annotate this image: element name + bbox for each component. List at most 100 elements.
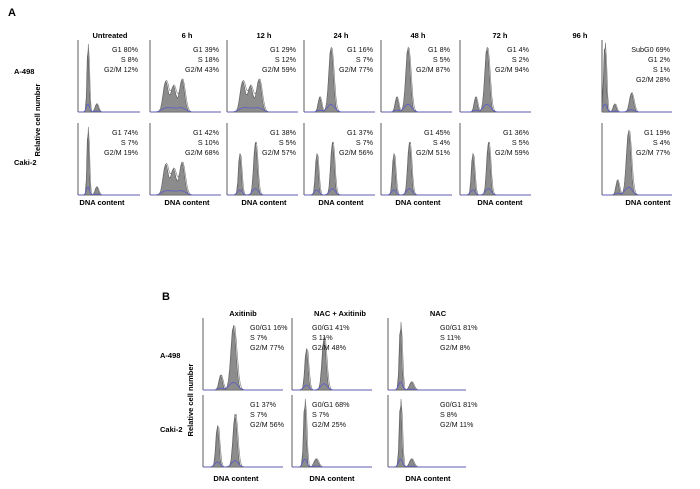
cell-stat: S 5% [512,138,530,147]
panel-b-cell-r0-c0: G0/G1 16%S 7%G2/M 77% [202,318,288,391]
panel-a-cell-r0-c6: SubG0 69%G1 2%S 1%G2/M 28% [601,40,672,113]
cell-stat: G0/G1 81% [440,323,478,332]
histogram-fit-curve [227,107,298,113]
cell-stat: G2/M 8% [440,343,471,352]
histogram-fit-curve [78,186,140,196]
cell-stat: S 5% [433,55,451,64]
cell-stat: G2/M 43% [185,65,220,74]
cell-stat: G2/M 28% [636,75,671,84]
x-axis-label-nac: DNA content [405,474,451,483]
panel-a-cell-r1-c3: G1 37%S 7%G2/M 56% [303,123,375,196]
panel-a-y-axis-label: Relative cell number [33,83,42,156]
cell-stat: S 7% [121,138,139,147]
histogram-fit-curve [292,383,372,391]
histogram-fit-curve [388,458,466,468]
x-axis-label-nac-axitinib: DNA content [309,474,355,483]
cell-stat: G2/M 77% [339,65,374,74]
histogram-fit-curve [304,188,375,196]
panel-a-cell-r1-c0: G1 74%S 7%G2/M 19% [77,123,140,196]
cell-stat: S 7% [356,55,374,64]
histogram-fit-curve [150,190,221,196]
cell-stat: G2/M 48% [312,343,347,352]
cell-stat: G2/M 77% [250,343,285,352]
cell-stat: G1 74% [112,128,139,137]
cell-stat: S 11% [312,333,333,342]
histogram-fit-curve [602,186,672,196]
cell-stat: S 7% [250,333,268,342]
column-header-96h: 96 h [572,31,587,40]
histogram-fit-curve [460,103,531,113]
panel-a-cell-r0-c2: G1 29%S 12%G2/M 59% [226,40,298,113]
panel-a-row-label-caki2: Caki-2 [14,158,37,167]
panel-a-cell-r1-c1: G1 42%S 10%G2/M 68% [149,123,221,196]
panel-a-cell-r0-c3: G1 16%S 7%G2/M 77% [303,40,375,113]
histogram-fit-curve [203,381,283,391]
panel-b-column-headers: Axitinib NAC + Axitinib NAC [229,309,446,318]
histogram-fill [150,161,221,196]
panel-a-column-headers: Untreated 6 h 12 h 24 h 48 h 72 h 96 h [92,31,587,40]
column-header-untreated: Untreated [92,31,127,40]
histogram-fill [150,78,221,113]
histogram-fit-curve [227,188,298,196]
x-axis-label-72h: DNA content [477,198,523,207]
cell-stat: S 8% [440,410,458,419]
histogram-fit-curve [292,458,372,468]
cell-stat: S 4% [433,138,451,147]
cell-stat: S 7% [356,138,374,147]
cell-stat: G1 36% [503,128,530,137]
x-axis-label-12h: DNA content [241,198,287,207]
cell-stat: G2/M 51% [416,148,451,157]
cell-stat: G1 37% [250,400,277,409]
cell-stat: S 5% [279,138,297,147]
column-header-24h: 24 h [333,31,348,40]
panel-a-row-label-a498: A-498 [14,67,34,76]
cell-stat: G1 2% [648,55,671,64]
cell-stat: S 11% [440,333,461,342]
panel-b-x-axis-labels: DNA content DNA content DNA content [213,474,451,483]
histogram-outline [203,324,283,391]
histogram-fit-curve [460,188,531,196]
cell-stat: G2/M 56% [339,148,374,157]
cell-stat: G0/G1 41% [312,323,350,332]
column-header-12h: 12 h [256,31,271,40]
cell-stat: S 10% [198,138,220,147]
histogram-fit-curve [381,188,452,196]
cell-stat: G2/M 12% [104,65,139,74]
panel-b-cell-r0-c1: G0/G1 41%S 11%G2/M 48% [291,318,372,391]
panel-a-cell-r0-c5: G1 4%S 2%G2/M 94% [459,40,531,113]
cell-stat: S 8% [121,55,139,64]
cell-stat: G2/M 87% [416,65,451,74]
panel-b-row-label-caki2: Caki-2 [160,425,183,434]
cell-stat: S 2% [512,55,530,64]
column-header-nac-axitinib: NAC + Axitinib [314,309,366,318]
histogram-fit-curve [388,381,466,391]
panel-a-label: A [8,7,16,19]
cell-stat: G2/M 56% [250,420,285,429]
cell-stat: G1 39% [193,45,220,54]
x-axis-label-untreated: DNA content [79,198,125,207]
cell-stat: S 7% [312,410,330,419]
cell-stat: G1 42% [193,128,220,137]
cell-stat: G1 80% [112,45,139,54]
panel-a-cell-r0-c0: G1 80%S 8%G2/M 12% [77,40,140,113]
cell-stat: G2/M 57% [262,148,297,157]
cell-stat: G2/M 19% [104,148,139,157]
cell-stat: G1 38% [270,128,297,137]
histogram-fit-curve [381,103,452,113]
histogram-fit-curve [150,107,221,113]
panel-a-cell-r1-c4: G1 45%S 4%G2/M 51% [380,123,452,196]
panel-a-cell-r1-c5: G1 36%S 5%G2/M 59% [459,123,531,196]
cell-stat: G1 45% [424,128,451,137]
cell-stat: G1 16% [347,45,374,54]
histogram-grid: G1 80%S 8%G2/M 12%G1 39%S 18%G2/M 43%G1 … [77,40,672,468]
histogram-fit-curve [203,460,283,468]
cell-stat: S 1% [653,65,671,74]
histogram-fill [227,78,298,113]
cell-stat: G2/M 68% [185,148,220,157]
x-axis-label-48h: DNA content [395,198,441,207]
cell-stat: G0/G1 81% [440,400,478,409]
panel-b-cell-r1-c2: G0/G1 81%S 8%G2/M 11% [387,395,478,468]
histogram-fill [203,325,283,391]
x-axis-label-24h: DNA content [318,198,364,207]
cell-stat: G1 37% [347,128,374,137]
